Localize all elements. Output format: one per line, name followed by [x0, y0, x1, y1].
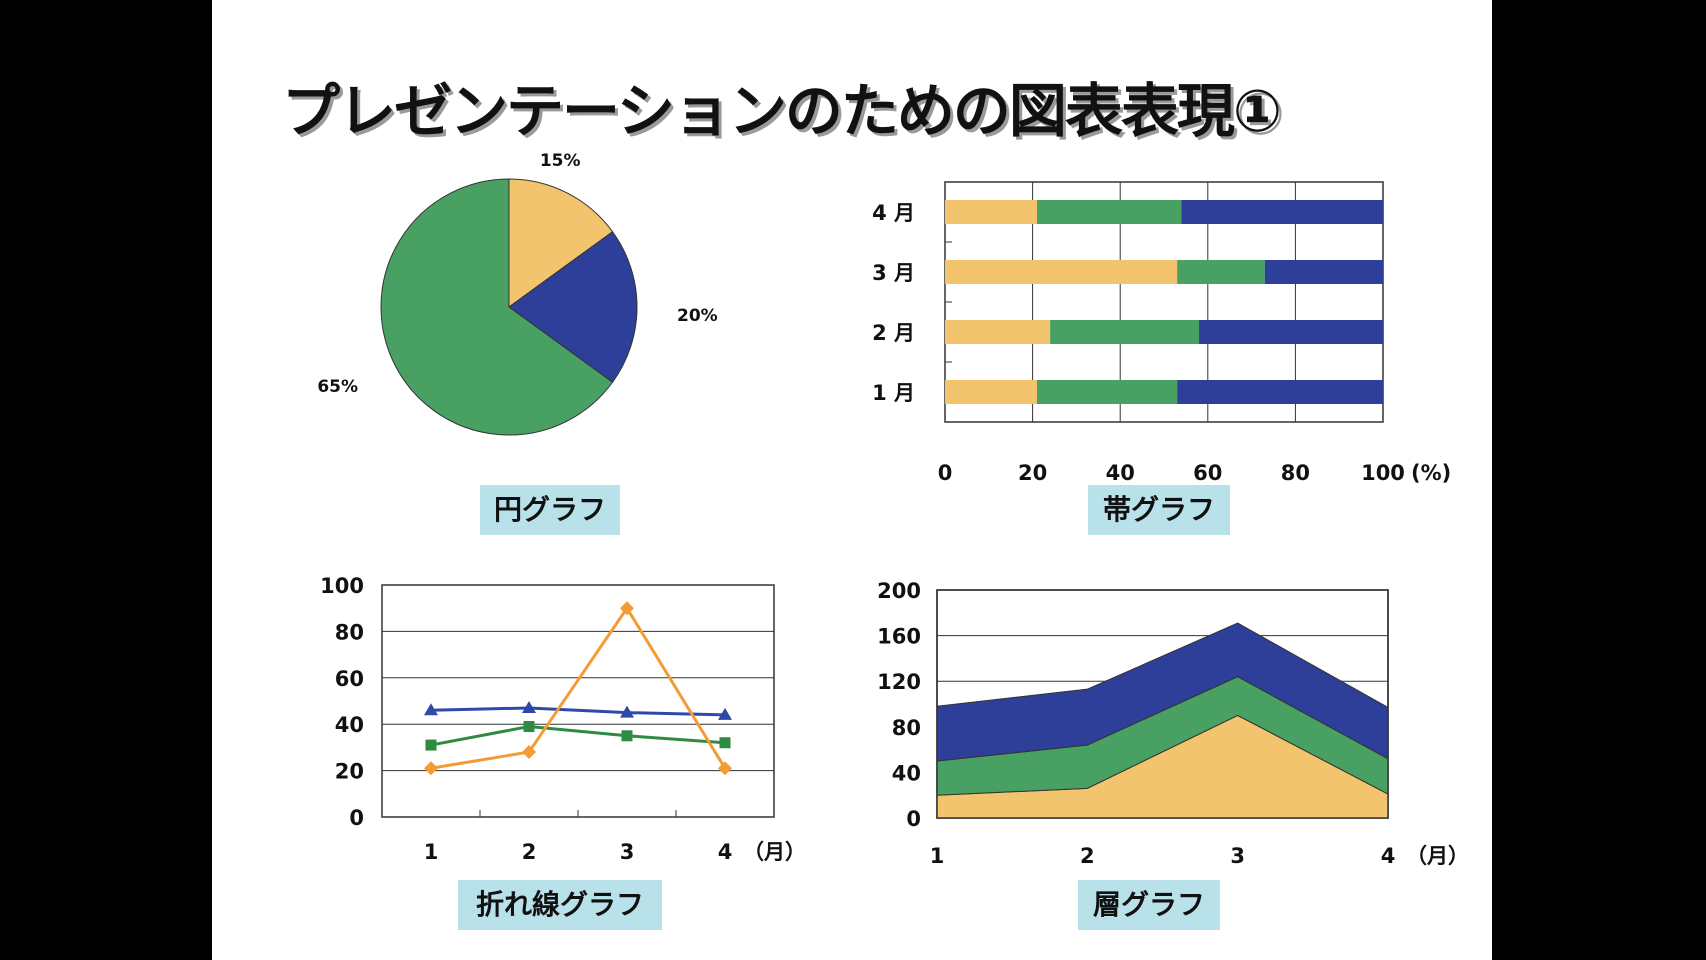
band-chart-caption: 帯グラフ	[1088, 485, 1230, 535]
area-y-tick-label: 120	[877, 670, 921, 694]
line-chart: 0 20 40 60 80 100 1 2 3 4 （月）	[320, 574, 806, 864]
line-plot-area	[381, 584, 775, 818]
line-y-tick-label: 80	[335, 620, 364, 644]
band-x-tick-label: 100	[1361, 461, 1405, 485]
band-category-label: 2 月	[872, 321, 915, 345]
line-point-diamond	[424, 761, 438, 776]
band-chart: 0 20 40 60 80 100 (%) 4 月 3 月 2 月 1 月	[872, 181, 1451, 485]
area-x-tick-label: 3	[1230, 844, 1245, 868]
band-segment	[945, 260, 1178, 284]
line-x-tick-label: 4	[718, 840, 733, 864]
band-segment	[1036, 380, 1178, 404]
line-series	[430, 605, 727, 770]
band-x-tick-label: 60	[1193, 461, 1222, 485]
line-y-tick-label: 100	[320, 574, 364, 598]
pie-slice-label: 65%	[317, 377, 358, 397]
line-y-tick-label: 60	[335, 667, 364, 691]
area-x-tick-label: 2	[1080, 844, 1095, 868]
line-series	[430, 706, 726, 717]
line-chart-caption: 折れ線グラフ	[458, 880, 662, 930]
band-segment	[945, 380, 1037, 404]
area-y-tick-label: 80	[892, 716, 921, 740]
pie-slice-label: 20%	[677, 306, 718, 326]
area-x-tick-label: 4	[1381, 844, 1396, 868]
band-x-tick-label: 0	[938, 461, 953, 485]
slide-title: プレゼンテーションのための図表表現①	[282, 77, 1282, 145]
area-y-tick-label: 160	[877, 625, 921, 649]
band-category-label: 3 月	[872, 261, 915, 285]
area-chart-caption: 層グラフ	[1078, 880, 1220, 930]
band-segment	[1177, 260, 1265, 284]
slide: プレゼンテーションのための図表表現① 15% 20% 65% 円グラフ 0 20 40 6…	[212, 0, 1492, 960]
band-segment	[1036, 200, 1182, 224]
pie-slice	[508, 178, 614, 308]
area-plot-border	[936, 589, 1389, 819]
pie-chart-caption: 円グラフ	[480, 485, 620, 535]
line-point-square	[621, 730, 633, 742]
line-point-square	[719, 737, 731, 749]
band-segment	[945, 320, 1051, 344]
line-point-square	[425, 739, 437, 751]
line-point-diamond	[522, 745, 536, 760]
band-segment	[1199, 320, 1383, 344]
line-point-triangle	[424, 703, 438, 716]
area-x-tick-label: 1	[930, 844, 945, 868]
band-x-tick-label: 20	[1018, 461, 1047, 485]
pie-slice-label: 15%	[540, 151, 581, 171]
pie-chart: 15% 20% 65%	[317, 151, 718, 436]
line-y-tick-label: 0	[349, 806, 364, 830]
line-x-unit-label: （月）	[743, 840, 806, 864]
band-segment	[1181, 200, 1383, 224]
area-chart: 0 40 80 120 160 200 1 2 3 4 （月）	[877, 579, 1469, 868]
area-y-tick-label: 40	[892, 761, 921, 785]
band-x-tick-label: 80	[1281, 461, 1310, 485]
line-point-diamond	[718, 761, 732, 776]
line-series	[430, 725, 726, 747]
band-category-label: 4 月	[872, 201, 915, 225]
line-point-square	[523, 721, 535, 733]
line-x-tick-label: 1	[424, 840, 439, 864]
pie-slice	[380, 178, 614, 436]
line-x-tick-label: 3	[620, 840, 635, 864]
band-x-unit-label: (%)	[1411, 461, 1451, 485]
line-point-triangle	[620, 705, 634, 718]
band-x-tick-label: 40	[1106, 461, 1135, 485]
line-point-triangle	[718, 707, 732, 720]
line-x-tick-label: 2	[522, 840, 537, 864]
area-y-tick-label: 0	[906, 807, 921, 831]
pie-slice	[508, 231, 638, 383]
line-point-diamond	[620, 601, 634, 616]
band-segment	[1050, 320, 1200, 344]
area-x-unit-label: （月）	[1406, 844, 1469, 868]
line-y-tick-label: 40	[335, 713, 364, 737]
band-segment	[945, 200, 1037, 224]
area-y-tick-label: 200	[877, 579, 921, 603]
band-category-label: 1 月	[872, 381, 915, 405]
line-y-tick-label: 20	[335, 760, 364, 784]
band-segment	[1264, 260, 1383, 284]
line-point-triangle	[522, 700, 536, 713]
band-segment	[1177, 380, 1383, 404]
